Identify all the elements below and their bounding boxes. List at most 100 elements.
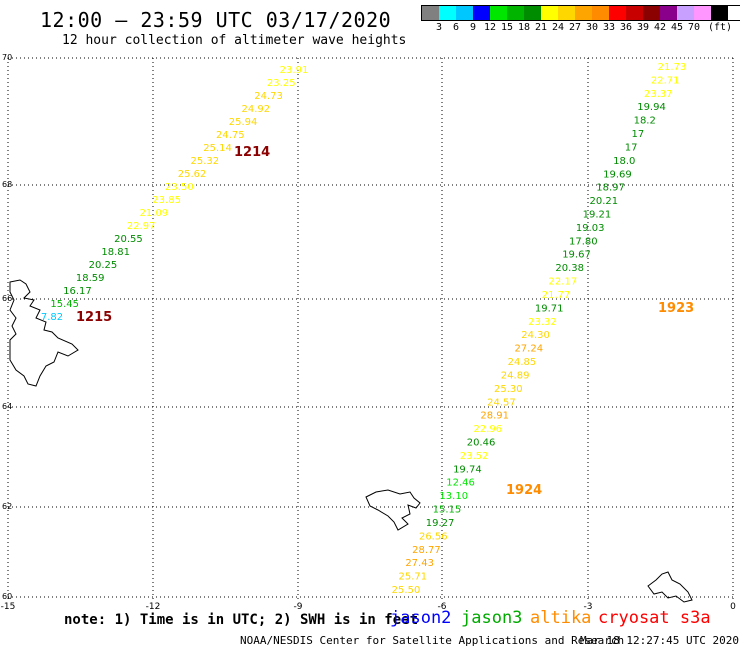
- wave-height-value: 23.37: [644, 89, 673, 100]
- map-grid: [7, 57, 735, 600]
- wave-height-value: 24.75: [216, 130, 245, 141]
- wave-height-value: 19.94: [637, 102, 666, 113]
- wave-height-value: 19.03: [576, 223, 605, 234]
- wave-height-value: 24.57: [487, 397, 516, 408]
- track-label: 1924: [506, 483, 542, 498]
- wave-height-value: 13.10: [439, 491, 468, 502]
- wave-height-value: 24.89: [501, 370, 530, 381]
- legend-label: 9: [469, 22, 477, 33]
- legend-label: 24: [551, 22, 565, 33]
- lat-tick-label: 62: [2, 502, 12, 511]
- shetland-islands: [647, 571, 693, 603]
- wave-height-value: 18.0: [613, 156, 635, 167]
- legend-label: 45: [670, 22, 684, 33]
- wave-height-value: 19.69: [603, 169, 632, 180]
- satellite-jason2: jason2: [390, 608, 452, 628]
- legend-swatch: [694, 6, 711, 20]
- wave-height-value: 18.81: [101, 247, 130, 258]
- wave-height-value: 7.82: [41, 312, 63, 323]
- legend-labels: 3 6 9 12 15 18 21 24 27 30 33 36 39 42 45 70 (ft): [421, 21, 740, 35]
- legend-swatch: [541, 6, 558, 20]
- page-title: 12:00 – 23:59 UTC 03/17/2020: [40, 8, 392, 32]
- wave-height-value: 23.85: [152, 195, 181, 206]
- satellite-altika: altika: [530, 608, 592, 628]
- wave-height-value: 12.46: [446, 478, 475, 489]
- wave-height-value: 26.56: [419, 531, 448, 542]
- legend-swatch: [711, 6, 728, 20]
- legend-swatch: [677, 6, 694, 20]
- wave-height-value: 17: [625, 142, 638, 153]
- track-label: 1214: [234, 145, 270, 160]
- lon-tick-label: -9: [294, 602, 303, 612]
- legend-label: 3: [435, 22, 443, 33]
- legend-swatches: [421, 5, 740, 21]
- wave-height-value: 20.25: [89, 260, 118, 271]
- wave-height-value: 25.32: [191, 156, 220, 167]
- wave-height-value: 24.73: [254, 91, 283, 102]
- wave-height-value: 22.97: [127, 221, 156, 232]
- wave-height-value: 20.46: [467, 437, 496, 448]
- lat-tick-label: 68: [2, 180, 12, 189]
- wave-height-value: 17: [632, 129, 645, 140]
- wave-height-value: 27.43: [405, 558, 434, 569]
- legend-swatch: [643, 6, 660, 20]
- wave-height-value: 23.25: [267, 78, 296, 89]
- wave-height-value: 18.97: [596, 183, 625, 194]
- coastlines: [9, 279, 693, 603]
- legend-label: 18: [517, 22, 531, 33]
- wave-height-value: 25.94: [229, 117, 258, 128]
- wave-height-value: 23.52: [460, 451, 489, 462]
- lat-tick-label: 64: [2, 402, 12, 411]
- altimeter-tracks: 23.91 23.25 24.73 24.92 25.94 24.75 25.14 25.32…: [41, 62, 694, 596]
- faroe-islands: [365, 489, 421, 531]
- legend-label: 15: [500, 22, 514, 33]
- legend-label: 12: [483, 22, 497, 33]
- legend-label: 33: [602, 22, 616, 33]
- wave-height-value: 21.73: [658, 62, 687, 73]
- legend-swatch: [626, 6, 643, 20]
- legend-swatch: [473, 6, 490, 20]
- wave-height-value: 27.24: [514, 344, 543, 355]
- legend-swatch: [609, 6, 626, 20]
- wave-height-value: 15.15: [433, 505, 462, 516]
- wave-height-value: 24.85: [508, 357, 537, 368]
- legend-swatch: [422, 6, 439, 20]
- wave-height-value: 19.67: [562, 250, 591, 261]
- satellite-cryosat-s3a: cryosat s3a: [598, 608, 711, 628]
- wave-height-value: 22.17: [549, 277, 578, 288]
- legend-swatch: [558, 6, 575, 20]
- page-subtitle: 12 hour collection of altimeter wave hei…: [62, 33, 407, 48]
- wave-height-value: 25.62: [178, 169, 207, 180]
- legend-swatch: [592, 6, 609, 20]
- wave-height-value: 24.92: [241, 104, 270, 115]
- legend-swatch: [490, 6, 507, 20]
- footer-note: note: 1) Time is in UTC; 2) SWH is in fe…: [64, 612, 419, 628]
- wave-height-value: 19.74: [453, 464, 482, 475]
- wave-height-value: 23.32: [528, 317, 557, 328]
- lon-tick-label: -12: [146, 602, 161, 612]
- legend-swatch: [439, 6, 456, 20]
- wave-height-value: 17.80: [569, 236, 598, 247]
- wave-height-value: 20.55: [114, 234, 143, 245]
- credit-text: NOAA/NESDIS Center for Satellite Applica…: [240, 634, 625, 647]
- wave-height-value: 25.50: [392, 585, 421, 596]
- wave-height-value: 21.09: [140, 208, 169, 219]
- wave-height-value: 25.14: [203, 143, 232, 154]
- generated-timestamp: Mar 18 12:27:45 UTC 2020: [580, 634, 739, 647]
- legend-swatch: [524, 6, 541, 20]
- color-legend: 3 6 9 12 15 18 21 24 27 30 33 36 39 42 45 70 (ft): [421, 5, 740, 35]
- legend-label: 70: [687, 22, 701, 33]
- lat-tick-label: 60: [2, 592, 12, 601]
- lon-tick-label: -3: [584, 602, 593, 612]
- wave-height-value: 22.96: [474, 424, 503, 435]
- wave-height-value: 19.71: [535, 303, 564, 314]
- lon-tick-label: 0: [730, 602, 736, 612]
- lat-tick-label: 66: [2, 294, 12, 303]
- wave-height-value: 19.27: [426, 518, 455, 529]
- lon-tick-label: -15: [1, 602, 16, 612]
- wave-height-value: 22.71: [651, 75, 680, 86]
- track-label: 1923: [658, 301, 694, 316]
- wave-height-value: 23.91: [280, 65, 309, 76]
- satellite-jason3: jason3: [461, 608, 523, 628]
